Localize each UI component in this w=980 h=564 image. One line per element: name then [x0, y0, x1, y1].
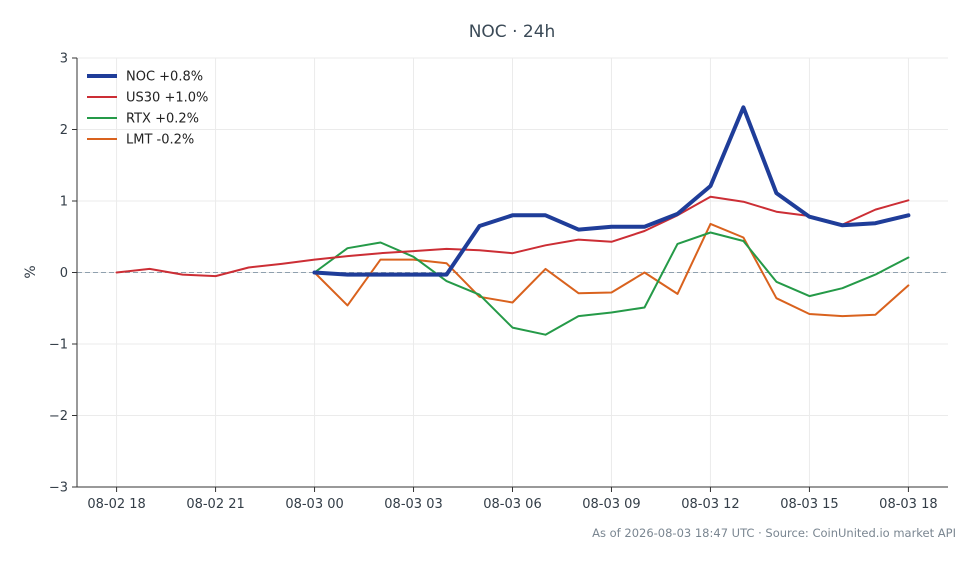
footer-source: As of 2026-08-03 18:47 UTC · Source: Coi… [592, 526, 956, 540]
x-tick-label: 08-03 03 [384, 497, 442, 512]
series-line [115, 195, 910, 278]
legend: NOC +0.8% US30 +1.0% RTX +0.2% LMT -0.2% [87, 70, 208, 148]
y-tick-label: −1 [49, 338, 68, 353]
x-tick-label: 08-03 06 [483, 497, 541, 512]
series-line [313, 222, 910, 318]
series-line [312, 105, 911, 277]
x-tick-label: 08-02 18 [87, 497, 145, 512]
legend-label: RTX +0.2% [126, 112, 199, 127]
y-tick-label: 0 [60, 266, 68, 281]
axes: 3 2 1 0 −1 −2 −3 08-02 18 08-02 21 08-03 00 08-03 … [49, 52, 948, 512]
x-tick-label: 08-03 18 [879, 497, 937, 512]
x-tick-label: 08-03 15 [780, 497, 838, 512]
series-lines [115, 105, 911, 336]
x-tick-label: 08-03 00 [285, 497, 343, 512]
x-tick-label: 08-03 09 [582, 497, 640, 512]
legend-label: US30 +1.0% [126, 91, 208, 106]
legend-label: NOC +0.8% [126, 70, 203, 85]
y-tick-label: 2 [60, 123, 68, 138]
x-tick-label: 08-02 21 [186, 497, 244, 512]
y-tick-label: −2 [49, 409, 68, 424]
grid [77, 57, 948, 488]
y-tick-label: −3 [49, 481, 68, 496]
y-tick-label: 1 [60, 195, 68, 210]
y-tick-label: 3 [60, 52, 68, 67]
chart-title: NOC · 24h [469, 22, 556, 42]
y-axis-label: % [23, 265, 39, 278]
series-line [313, 231, 910, 336]
legend-label: LMT -0.2% [126, 133, 194, 148]
x-tick-label: 08-03 12 [681, 497, 739, 512]
